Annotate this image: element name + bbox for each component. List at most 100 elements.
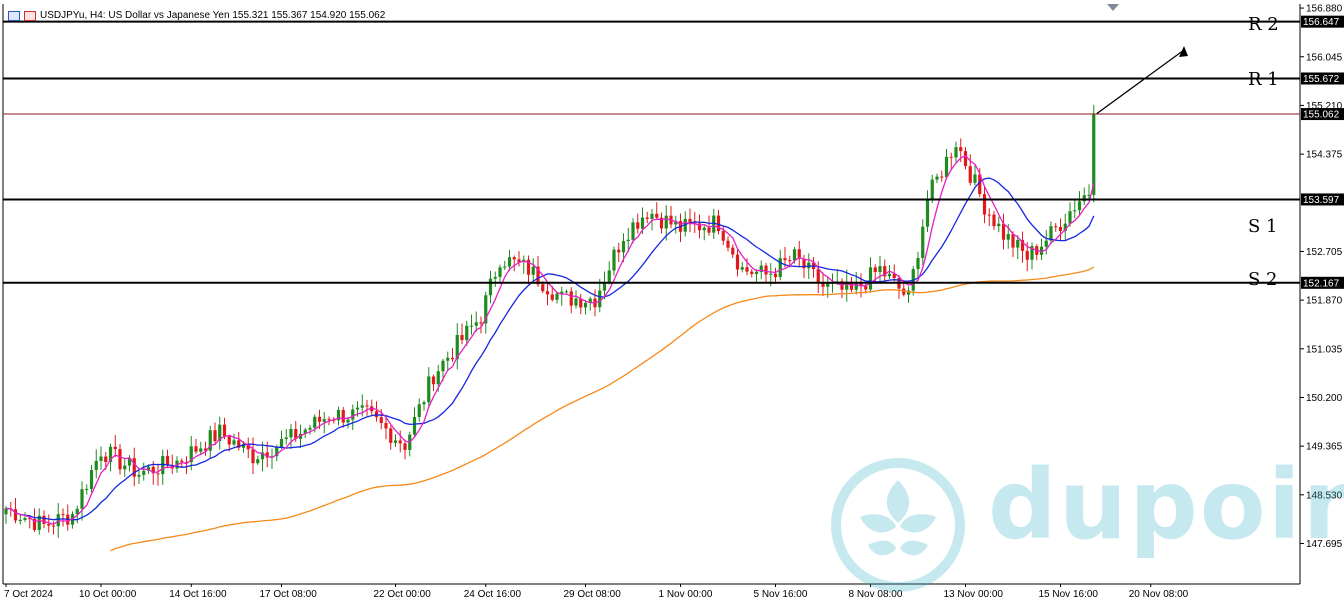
candle-body: [56, 514, 60, 527]
candle-body: [973, 174, 977, 183]
candle-body: [313, 416, 317, 428]
candle-body: [1068, 211, 1072, 224]
candle-body: [450, 357, 455, 360]
candle-body: [626, 239, 630, 242]
candle-body: [104, 456, 108, 463]
candle-body: [227, 436, 231, 445]
candle-body: [555, 293, 559, 300]
time-tick-label: 17 Oct 08:00: [260, 589, 318, 599]
candle-body: [355, 407, 360, 410]
symbol-icon[interactable]: [24, 10, 36, 21]
candle-body: [721, 231, 725, 241]
dupoin-watermark: dupoin: [828, 455, 1344, 595]
candle-body: [1020, 239, 1025, 251]
candle-body: [488, 278, 493, 296]
candle-body: [1058, 227, 1063, 232]
candle-body: [289, 428, 293, 438]
candle-body: [89, 470, 94, 489]
candle-body: [108, 446, 113, 463]
candle-body: [726, 240, 730, 248]
candle-body: [351, 409, 355, 420]
candle-body: [541, 284, 545, 292]
candle-body: [75, 508, 79, 515]
candle-body: [574, 298, 578, 306]
candle-body: [279, 438, 284, 447]
candle-body: [545, 291, 550, 295]
candle-body: [598, 290, 602, 308]
candle-body: [655, 213, 659, 218]
candle-body: [132, 458, 136, 477]
candle-body: [213, 430, 217, 442]
candle-body: [602, 282, 607, 291]
chart-shift-marker-icon[interactable]: [1107, 4, 1119, 11]
candle-body: [327, 419, 331, 421]
candle-body: [992, 214, 996, 227]
price-tick-label: 156.045: [1306, 52, 1343, 63]
candle-body: [802, 258, 806, 269]
candle-body: [778, 258, 782, 277]
candle-body: [389, 428, 393, 443]
candle-body: [336, 409, 341, 421]
candle-body: [636, 222, 640, 229]
watermark-text: dupoin: [988, 449, 1344, 561]
candle-body: [23, 518, 27, 521]
ma-slow-line: [110, 266, 1095, 552]
trend-arrow-line[interactable]: [1096, 49, 1185, 115]
candle-body: [550, 294, 554, 300]
candle-body: [275, 446, 279, 457]
level-price-tag: [1301, 15, 1344, 28]
candle-body: [479, 322, 483, 324]
candle-body: [393, 440, 398, 443]
candle-body: [270, 456, 274, 458]
candle-body: [156, 473, 160, 475]
candle-body: [265, 452, 269, 458]
candle-body: [845, 281, 849, 290]
candle-body: [1039, 246, 1044, 255]
candle-body: [113, 446, 117, 450]
price-tick-label: 149.365: [1306, 442, 1343, 453]
candle-body: [640, 217, 645, 229]
candle-body: [702, 227, 706, 231]
candle-body: [80, 489, 84, 509]
candle-body: [788, 260, 792, 262]
current-price-label: 155.062: [1303, 110, 1340, 121]
candle-body: [460, 334, 464, 341]
candle-body: [707, 227, 711, 233]
level-name-s2: S 2: [1248, 269, 1278, 290]
candle-body: [1077, 201, 1082, 211]
candle-body: [474, 322, 478, 326]
candle-body: [446, 357, 450, 361]
chart-icon[interactable]: [8, 10, 20, 21]
candle-body: [1082, 195, 1086, 202]
level-price-label: 155.672: [1303, 74, 1340, 85]
candle-body: [370, 406, 374, 412]
candle-body: [873, 267, 877, 272]
candle-body: [740, 267, 744, 270]
candle-body: [484, 295, 488, 324]
time-tick-label: 10 Oct 00:00: [79, 589, 137, 599]
candle-body: [137, 474, 141, 477]
candle-body: [683, 218, 687, 232]
candle-body: [85, 488, 89, 490]
candle-body: [588, 298, 592, 303]
candle-body: [151, 466, 155, 474]
candle-body: [940, 176, 944, 178]
candle-body: [142, 470, 146, 475]
candle-body: [797, 249, 801, 259]
candle-body: [294, 428, 298, 439]
level-price-tag: [1301, 193, 1344, 206]
time-tick-label: 29 Oct 08:00: [564, 589, 622, 599]
candle-body: [769, 273, 773, 275]
candle-body: [631, 222, 635, 240]
candle-body: [365, 405, 369, 407]
candle-body: [18, 520, 22, 522]
candle-body: [792, 249, 797, 261]
price-tick-label: 152.705: [1306, 247, 1343, 258]
candle-body: [849, 281, 854, 290]
chart-header: USDJPYu, H4: US Dollar vs Japanese Yen 1…: [8, 10, 385, 21]
candle-body: [674, 221, 678, 225]
candle-body: [773, 273, 778, 277]
candle-body: [935, 176, 939, 180]
